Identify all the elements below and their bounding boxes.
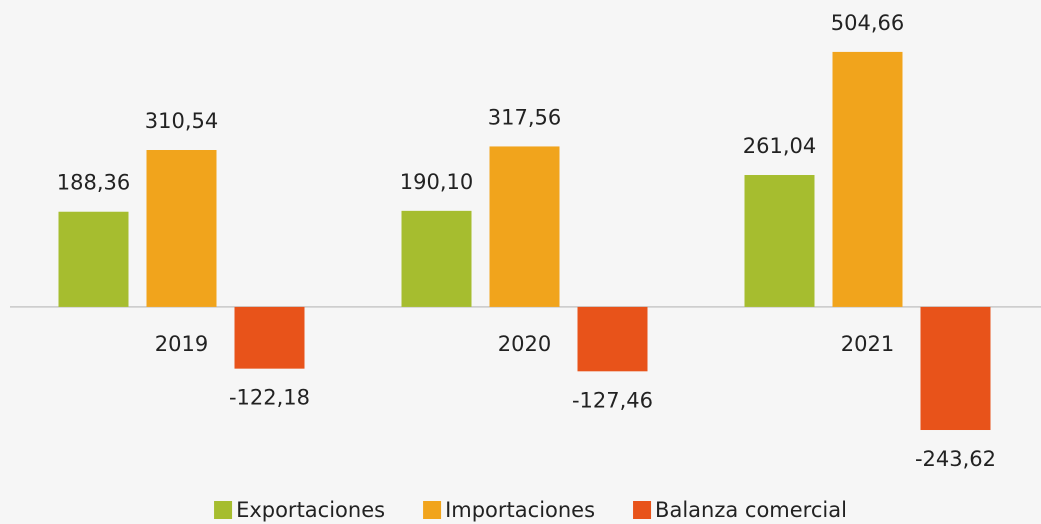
legend-label: Balanza comercial [655,498,847,522]
x-tick-label: 2021 [841,332,894,356]
legend-swatch [214,501,233,519]
value-label: 190,10 [400,170,473,194]
value-label: 317,56 [488,105,561,129]
value-label: 310,54 [145,109,218,133]
value-label: 188,36 [57,171,130,195]
value-label: -122,18 [229,386,310,410]
value-label: -243,62 [915,447,996,471]
value-label: 261,04 [743,134,816,158]
x-tick-label: 2020 [498,332,551,356]
bar [489,146,560,307]
bar [920,306,991,431]
legend-swatch [633,501,652,519]
bar [744,175,815,307]
bar [577,306,648,372]
legend-label: Importaciones [445,498,595,522]
legend-label: Exportaciones [236,498,385,522]
bar [401,210,472,307]
value-label: -127,46 [572,388,653,412]
bar [146,149,217,307]
x-tick-label: 2019 [155,332,208,356]
legend-swatch [423,501,442,519]
value-label: 504,66 [831,11,904,35]
bar [58,211,129,307]
bar [832,51,903,307]
bar [234,306,305,369]
